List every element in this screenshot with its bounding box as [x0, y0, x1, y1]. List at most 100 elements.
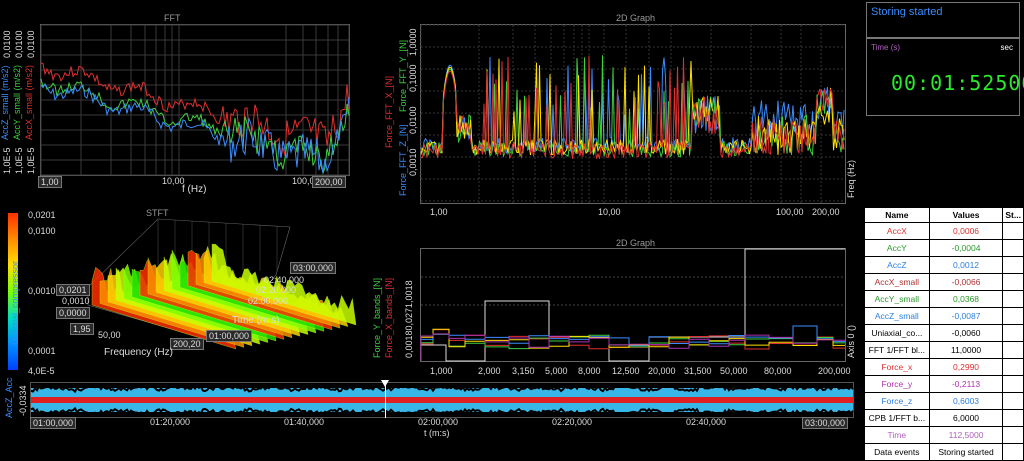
- row-status: [1002, 409, 1024, 427]
- values-table[interactable]: Name Values St... AccX 0,0006 AccY -0,0004 A…: [864, 207, 1024, 461]
- timeline-x-tick: 01:20,000: [150, 417, 191, 427]
- bands-series-steps: [420, 328, 845, 361]
- graph2d-y-label-z: Force_FFT_Z_[N]: [398, 124, 408, 196]
- row-value: 0,6003: [928, 392, 1004, 410]
- bands-y-ticks: 0,00180,0271,0018: [404, 280, 414, 358]
- fft-y-tick: 1,0E-5: [26, 147, 36, 174]
- row-status: [1002, 239, 1024, 257]
- row-status: [1002, 324, 1024, 342]
- row-value: 0,0368: [928, 290, 1004, 308]
- timeline-x-axis-label: t (m:s): [424, 428, 450, 438]
- graph2d-series-trace: [420, 55, 845, 160]
- bands-y-label-y: Force_Y_bands_[N]: [372, 277, 382, 358]
- stft-time-tick: 01:00,000: [206, 330, 253, 342]
- fft-series-trace: [40, 83, 350, 174]
- stft-color-tick: 0,0100: [28, 226, 56, 236]
- row-status: [1002, 358, 1024, 376]
- table-row[interactable]: Time 112,5000: [864, 426, 1024, 444]
- graph2d-x-tick: 1,00: [430, 207, 448, 217]
- table-row[interactable]: CPB 1/FFT b... 6,0000: [864, 409, 1024, 427]
- fft-y-tick: 1,0E-5: [2, 147, 12, 174]
- stft-freq-axis-label: Frequency (Hz): [104, 347, 173, 358]
- column-header-name[interactable]: Name: [864, 207, 930, 223]
- fft-x-tick: 200,00: [312, 176, 346, 188]
- row-name: Force_z: [864, 392, 930, 410]
- graph2d-y-label-x: Force_FFT_X_[N]: [384, 75, 394, 148]
- row-value: -0,0060: [928, 324, 1004, 342]
- table-row[interactable]: Data events Storing started: [864, 443, 1024, 461]
- graph2d-title: 2D Graph: [616, 13, 656, 23]
- table-row[interactable]: Force_x 0,2990: [864, 358, 1024, 376]
- row-status: [1002, 256, 1024, 274]
- table-row[interactable]: AccZ_small -0,0087: [864, 307, 1024, 325]
- row-value: 0,0006: [928, 222, 1004, 240]
- graph2d-x-tick: 100,00: [776, 207, 804, 217]
- timeline-cursor[interactable]: [385, 380, 386, 418]
- row-value: 0,2990: [928, 358, 1004, 376]
- row-name: AccX_small: [864, 273, 930, 291]
- bands-y-label-x: Force_X_bands_[N]: [384, 277, 394, 358]
- fft-x-axis-label: f (Hz): [182, 184, 207, 195]
- timeline-x-tick: 01:00,000: [30, 417, 77, 429]
- fft-x-tick: 10,00: [162, 176, 185, 186]
- stft-color-tick: 0,0010: [28, 286, 56, 296]
- bands-x-tick: 2,000: [478, 366, 501, 376]
- timeline-y-label: AccZ_Acc: [4, 377, 14, 418]
- fft-traces: [40, 24, 350, 176]
- row-name: Uniaxial_co...: [864, 324, 930, 342]
- fft-x-tick: 100,0: [292, 176, 315, 186]
- stft-3d-plot[interactable]: [40, 205, 357, 365]
- graph2d-y-label-y: Force_FFT_Y_[N]: [398, 39, 408, 112]
- row-value: 0,0012: [928, 256, 1004, 274]
- fft-series-trace: [40, 62, 350, 158]
- graph2d-x-axis-label: Freq (Hz): [846, 160, 856, 198]
- fft-y-tick: 1,0E-5: [14, 147, 24, 174]
- timeline-envelope-bottom: [30, 406, 854, 417]
- table-row[interactable]: FFT 1/FFT bl... 11,0000: [864, 341, 1024, 359]
- row-status: [1002, 273, 1024, 291]
- timeline-cursor-handle[interactable]: [381, 380, 389, 387]
- row-status: [1002, 426, 1024, 444]
- bands-x-tick: 20,000: [648, 366, 676, 376]
- row-status: [1002, 307, 1024, 325]
- clock-label: Time (s): [871, 43, 901, 52]
- table-row[interactable]: AccX 0,0006: [864, 222, 1024, 240]
- row-name: Data events: [864, 443, 930, 461]
- clock-unit: sec: [1000, 43, 1013, 52]
- timeline-x-tick: 02:20,000: [552, 417, 593, 427]
- table-row[interactable]: AccY_small 0,0368: [864, 290, 1024, 308]
- row-status: [1002, 443, 1024, 461]
- graph2d-x-tick: 200,00: [812, 207, 840, 217]
- graph2d-y-tick: 0,1000: [408, 64, 418, 92]
- table-row[interactable]: Force_z 0,6003: [864, 392, 1024, 410]
- row-status: [1002, 375, 1024, 393]
- stft-time-tick: 02:40,000: [264, 275, 305, 285]
- stft-z-tick: 0,0010: [62, 296, 90, 306]
- table-row[interactable]: AccZ 0,0012: [864, 256, 1024, 274]
- column-header-status[interactable]: St...: [1002, 207, 1024, 223]
- stft-colorbar: [8, 213, 18, 370]
- timeline-y-tick: -0,0334: [18, 385, 28, 416]
- table-row[interactable]: Uniaxial_co... -0,0060: [864, 324, 1024, 342]
- stft-freq-tick: 1,95: [70, 323, 94, 335]
- timeline-envelope-top: [30, 383, 854, 394]
- fft-plot[interactable]: [40, 24, 350, 176]
- bands-plot[interactable]: [420, 248, 846, 362]
- table-row[interactable]: AccX_small -0,0066: [864, 273, 1024, 291]
- row-name: AccZ_small: [864, 307, 930, 325]
- row-name: AccX: [864, 222, 930, 240]
- row-name: CPB 1/FFT b...: [864, 409, 930, 427]
- graph2d-y-tick: 1,0000: [408, 28, 418, 56]
- bands-x-tick: 200,000: [818, 366, 851, 376]
- timeline-plot[interactable]: [30, 382, 854, 418]
- column-header-values[interactable]: Values: [928, 207, 1004, 223]
- bands-x-tick: 12,500: [612, 366, 640, 376]
- status-text: Storing started: [871, 6, 943, 18]
- stft-colorbar-label: Uniaxial_compressor: [10, 260, 20, 345]
- table-row[interactable]: AccY -0,0004: [864, 239, 1024, 257]
- bands-x-tick: 1,000: [430, 366, 453, 376]
- fft-y-tick: 0,0100: [2, 30, 12, 58]
- graph2d-plot[interactable]: [420, 24, 846, 204]
- table-row[interactable]: Force_y -0,2113: [864, 375, 1024, 393]
- timeline-x-tick: 02:40,000: [686, 417, 727, 427]
